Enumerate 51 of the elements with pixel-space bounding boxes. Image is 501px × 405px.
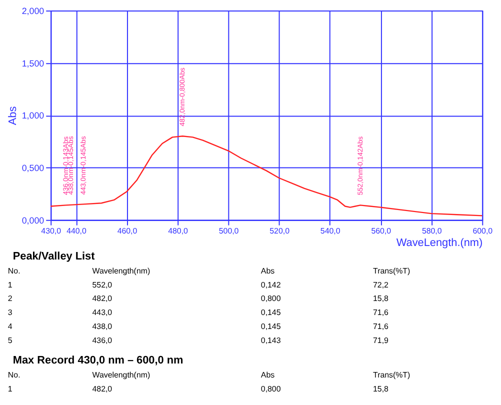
text: Wavelength(nm) (92, 266, 150, 276)
text: 15,8 (373, 384, 390, 394)
x-tick-label: 580,0 (422, 226, 442, 236)
x-tick-label: 480,0 (168, 226, 189, 236)
text: 0,143 (260, 336, 282, 345)
text: Max Record 430,0 nm – 600,0 nm (12, 354, 184, 367)
text: 71,9 (373, 336, 390, 345)
x-tick-label: 600,0 (472, 226, 494, 236)
x-tick-label: 500,0 (218, 226, 240, 236)
text: 3 (8, 308, 13, 318)
text: 482,0 (92, 384, 113, 394)
text: 0,800 (260, 384, 282, 394)
x-tick-label: 430,0 (41, 226, 62, 236)
text: 0,145 (260, 322, 282, 331)
text: 5 (8, 336, 13, 345)
x-axis-title: WaveLength.(nm) (396, 237, 483, 250)
text: 71,6 (373, 308, 390, 318)
y-tick-label: 2,000 (22, 6, 44, 16)
text: 552,0 (92, 280, 113, 290)
x-tick-label: 520,0 (270, 226, 290, 236)
text: Abs (260, 266, 275, 276)
text: No. (8, 266, 20, 276)
text: 0,142 (260, 280, 281, 290)
y-tick-label: 0,500 (22, 163, 44, 174)
text: 2 (8, 294, 12, 304)
text: Trans(%T) (373, 266, 410, 276)
text: 72,2 (373, 280, 388, 290)
text: 0,800 (260, 294, 282, 304)
text: 4 (8, 322, 13, 331)
text: Abs (260, 370, 275, 380)
y-axis-title: Abs (6, 106, 19, 126)
text: Wavelength(nm) (92, 370, 150, 380)
text: 438,0 (92, 322, 113, 331)
text: 1 (8, 384, 13, 394)
y-tick-label: 1,500 (22, 58, 44, 68)
x-tick-label: 440,0 (66, 226, 87, 236)
x-tick-label: 560,0 (371, 226, 392, 236)
x-tick-label: 460,0 (117, 226, 138, 236)
text: No. (8, 370, 20, 380)
text: 0,145 (260, 308, 282, 318)
text: 1 (8, 280, 13, 290)
text: 443,0 (92, 308, 113, 318)
text: 15,8 (373, 294, 390, 304)
text: 71,6 (373, 322, 390, 331)
x-tick-label: 540,0 (320, 226, 341, 236)
y-tick-label: 0,000 (22, 215, 44, 226)
text: Trans(%T) (373, 370, 410, 380)
text: 436,0 (92, 336, 113, 345)
y-tick-label: 1,000 (22, 110, 44, 121)
text: Peak/Valley List (12, 250, 96, 263)
text: 482,0 (92, 294, 113, 304)
